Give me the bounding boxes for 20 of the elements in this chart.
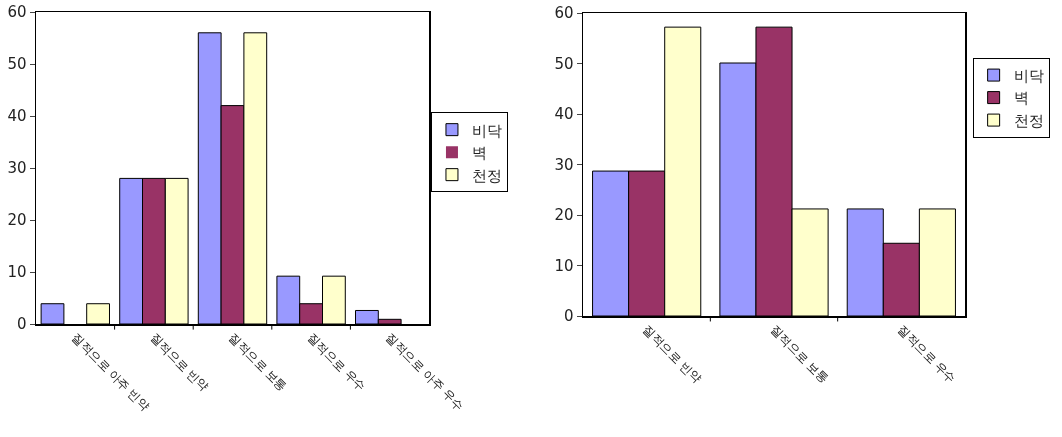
y-tick-label: 0 xyxy=(16,315,27,334)
legend-label: 벽 xyxy=(1013,89,1029,108)
y-tick-label: 50 xyxy=(7,55,27,74)
y-tick-label: 20 xyxy=(554,206,574,225)
legend-label: 벽 xyxy=(471,144,487,162)
y-tick-label: 30 xyxy=(554,155,574,174)
y-tick-label: 60 xyxy=(554,4,574,23)
y-tick-label: 20 xyxy=(7,211,27,230)
y-tick-label: 10 xyxy=(554,256,574,275)
legend-label: 천정 xyxy=(471,166,502,185)
y-tick-label: 60 xyxy=(7,3,27,22)
y-tick-label: 30 xyxy=(7,159,27,178)
legend-label: 비닥 xyxy=(471,121,502,140)
y-tick-label: 40 xyxy=(7,107,27,126)
legend-label: 비닥 xyxy=(1013,66,1044,85)
legend-label: 천정 xyxy=(1013,111,1044,130)
y-tick-label: 50 xyxy=(554,54,574,73)
y-tick-label: 0 xyxy=(563,307,574,326)
y-tick-label: 10 xyxy=(7,263,27,282)
y-tick-label: 40 xyxy=(554,105,574,124)
